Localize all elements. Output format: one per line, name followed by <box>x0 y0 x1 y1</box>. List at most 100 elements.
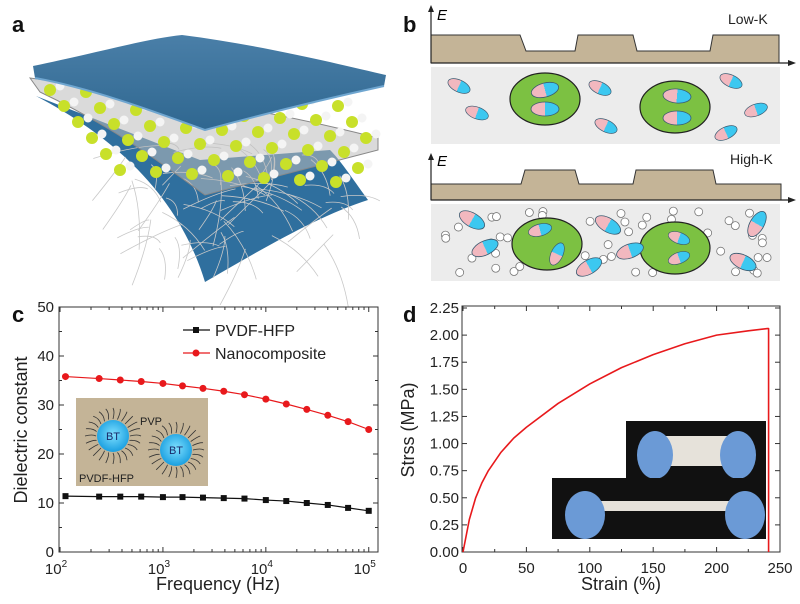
nanofiber <box>118 187 148 194</box>
data-point <box>365 426 373 433</box>
ceramic-particle <box>72 116 84 128</box>
dipole-body <box>588 80 612 96</box>
x-tick-label: 250 <box>767 560 792 577</box>
polymer-particle <box>155 117 165 127</box>
data-point <box>344 418 352 426</box>
pvp-chain <box>151 435 162 442</box>
dipole-body <box>530 101 560 117</box>
pvp-chain <box>127 421 138 428</box>
data-point <box>303 405 311 413</box>
nanofiber <box>219 248 246 306</box>
nanofiber <box>340 206 360 239</box>
bt-label: BT <box>169 445 183 457</box>
dipole-body <box>747 210 767 238</box>
nanofiber <box>339 175 349 220</box>
pore-circle <box>492 212 501 221</box>
dipole <box>747 210 767 238</box>
gloved-hand <box>637 431 673 479</box>
pore-circle <box>753 253 763 262</box>
y-tick-label: 1.75 <box>430 354 459 371</box>
data-point <box>262 395 270 403</box>
ceramic-particle <box>258 172 270 184</box>
dipole-body <box>714 125 738 141</box>
pore-circle <box>603 240 613 249</box>
data-point <box>117 493 124 500</box>
pvp-chain <box>112 407 115 420</box>
ceramic-particle <box>108 118 120 130</box>
dipole <box>714 125 738 141</box>
polymer-particle <box>285 109 295 119</box>
ceramic-particle <box>294 174 306 186</box>
data-point <box>241 495 248 502</box>
pore-circle <box>724 216 734 226</box>
ceramic-particle <box>186 168 198 180</box>
nanofiber <box>255 184 293 232</box>
polymer-particle <box>119 115 129 125</box>
pvp-chain <box>161 425 168 436</box>
x-tick-label: 105 <box>354 559 377 578</box>
polymer-particle <box>205 135 215 145</box>
dipole-body <box>458 210 486 230</box>
polymer-particle <box>69 97 79 107</box>
pore-circle <box>503 233 513 243</box>
polymer-particle <box>161 163 171 173</box>
panel-label-a: a <box>12 12 25 37</box>
nanofiber <box>288 193 328 229</box>
x-axis-title: Strain (%) <box>581 574 661 594</box>
nanofiber <box>284 209 311 239</box>
polymer-particle <box>371 129 381 139</box>
y-tick-label: 0.25 <box>430 517 459 534</box>
polymer-particle <box>341 173 351 183</box>
ceramic-particle <box>94 102 106 114</box>
pvp-chain <box>129 434 142 437</box>
y-tick-label: 0 <box>46 544 54 561</box>
y-tick-label: 0.50 <box>430 490 459 507</box>
pvp-chain <box>98 450 105 461</box>
device-illustration <box>28 35 386 308</box>
low-k-title: Low-K <box>728 11 768 27</box>
pore-circle <box>509 267 519 276</box>
polymer-particle <box>305 171 315 181</box>
nanofiber <box>183 204 235 228</box>
nanofiber <box>102 185 132 230</box>
nanofiber <box>296 234 334 273</box>
pore-circle <box>730 221 740 231</box>
dipole-body <box>616 242 644 260</box>
pore-circle <box>585 216 595 226</box>
ceramic-particle <box>122 134 134 146</box>
film-sample <box>590 501 738 511</box>
dipole <box>616 242 644 260</box>
pore-circle <box>637 220 647 230</box>
gloved-hand <box>720 431 756 479</box>
pvp-chain <box>187 461 197 470</box>
nanofiber <box>137 183 170 231</box>
pore-circle <box>524 208 534 217</box>
pore-circle <box>752 268 762 278</box>
pore-circle <box>441 233 451 243</box>
nanofiber <box>304 184 335 194</box>
polymer-particle <box>313 141 323 151</box>
data-point <box>179 382 187 390</box>
bt-label: BT <box>106 431 120 443</box>
pvp-chain <box>129 439 141 444</box>
nanofiber <box>200 200 226 210</box>
dipole-body <box>719 73 743 89</box>
inset-photo-unstretched <box>626 421 766 483</box>
ceramic-particle <box>114 164 126 176</box>
dipole-body <box>471 238 499 258</box>
dipole <box>471 238 499 258</box>
dipole <box>458 210 486 230</box>
dipole <box>667 251 691 265</box>
nanofiber <box>174 237 180 270</box>
matrix-label: PVDF-HFP <box>79 473 134 485</box>
data-point <box>159 494 166 501</box>
pvp-chain <box>121 411 128 422</box>
arrow-icon <box>428 153 434 160</box>
green-grain <box>639 80 711 134</box>
x-tick-label: 50 <box>518 560 535 577</box>
ceramic-particle <box>302 144 314 156</box>
ceramic-particle <box>194 138 206 150</box>
panel-label-c: c <box>12 302 24 327</box>
nanofiber <box>220 194 273 211</box>
data-point <box>116 376 124 384</box>
